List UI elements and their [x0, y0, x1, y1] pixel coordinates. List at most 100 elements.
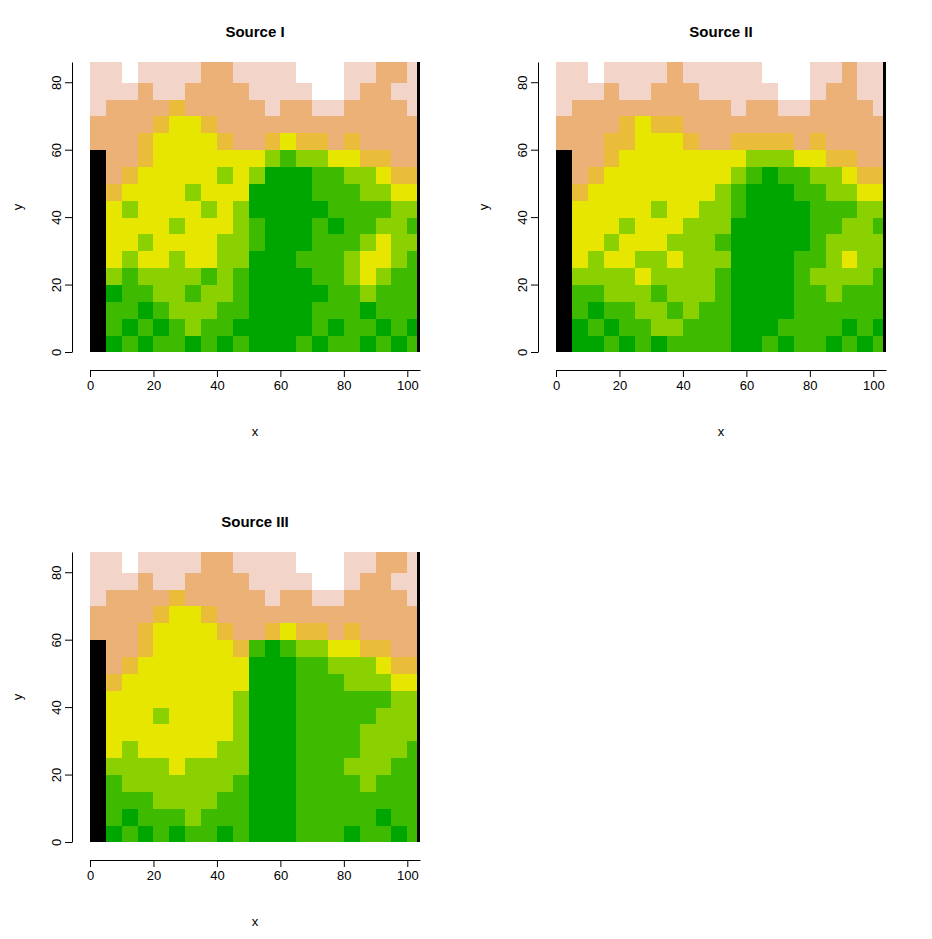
- cell: [746, 285, 762, 302]
- cell: [233, 673, 249, 690]
- tick-label: 60: [49, 143, 64, 157]
- cell: [873, 183, 883, 200]
- cell: [201, 167, 217, 184]
- cell: [667, 285, 683, 302]
- cell: [217, 116, 233, 133]
- cell: [217, 234, 233, 251]
- y-axis: 020406080: [49, 63, 73, 357]
- cell: [407, 791, 417, 808]
- cell: [778, 200, 794, 217]
- tick: 20: [613, 370, 627, 393]
- cell: [391, 234, 407, 251]
- cell: [280, 724, 296, 741]
- cell: [90, 200, 106, 217]
- cell: [138, 724, 154, 741]
- cell: [201, 825, 217, 842]
- tick-mark: [65, 842, 72, 843]
- cell: [731, 200, 747, 217]
- cell: [762, 251, 778, 268]
- cell: [280, 234, 296, 251]
- y-axis: 020406080: [515, 63, 539, 357]
- tick: 20: [49, 768, 72, 782]
- cell: [360, 707, 376, 724]
- cell: [842, 251, 858, 268]
- cell: [169, 133, 185, 150]
- cell: [746, 82, 762, 99]
- cell: [185, 217, 201, 234]
- cell: [556, 133, 572, 150]
- tick-label: 0: [49, 839, 64, 846]
- cell: [138, 234, 154, 251]
- cell: [762, 335, 778, 352]
- cell: [217, 183, 233, 200]
- cell: [249, 623, 265, 640]
- cell: [201, 791, 217, 808]
- cell: [201, 234, 217, 251]
- cell: [376, 116, 392, 133]
- cell: [90, 167, 106, 184]
- tick: 20: [147, 860, 161, 883]
- cell: [360, 589, 376, 606]
- cell: [138, 150, 154, 167]
- cell: [715, 301, 731, 318]
- cell: [249, 99, 265, 116]
- tick-mark: [531, 285, 538, 286]
- cell: [249, 552, 265, 573]
- cell: [153, 268, 169, 285]
- cell: [217, 825, 233, 842]
- cell: [233, 825, 249, 842]
- cell: [296, 234, 312, 251]
- cell: [842, 150, 858, 167]
- cell: [826, 150, 842, 167]
- cell: [810, 133, 826, 150]
- tick-label: 60: [49, 633, 64, 647]
- cell: [794, 234, 810, 251]
- cells: [90, 552, 420, 842]
- cell: [233, 150, 249, 167]
- cell: [280, 640, 296, 657]
- cell: [296, 133, 312, 150]
- cell: [153, 741, 169, 758]
- cell: [417, 217, 420, 234]
- tick-mark: [556, 370, 557, 377]
- cell: [233, 623, 249, 640]
- cell: [217, 690, 233, 707]
- tick: 100: [863, 370, 885, 393]
- tick-label: 80: [49, 565, 64, 579]
- axis-line: [91, 860, 421, 861]
- cell: [683, 217, 699, 234]
- cell: [826, 301, 842, 318]
- cell: [90, 572, 106, 589]
- cell: [391, 116, 407, 133]
- cell: [138, 825, 154, 842]
- cell: [572, 335, 588, 352]
- tick: 60: [49, 633, 72, 647]
- cell: [122, 268, 138, 285]
- cell: [138, 707, 154, 724]
- cell: [417, 335, 420, 352]
- cell: [90, 724, 106, 741]
- cell: [138, 335, 154, 352]
- cell: [883, 268, 886, 285]
- cell: [344, 183, 360, 200]
- cell: [153, 808, 169, 825]
- tick: 0: [49, 349, 72, 356]
- cell: [857, 234, 873, 251]
- cell: [328, 825, 344, 842]
- cell: [873, 301, 883, 318]
- cell: [604, 167, 620, 184]
- cell: [376, 200, 392, 217]
- cell: [344, 791, 360, 808]
- cell: [731, 116, 747, 133]
- tick-mark: [90, 860, 91, 867]
- cell: [391, 707, 407, 724]
- cell: [169, 99, 185, 116]
- cell: [106, 133, 122, 150]
- cell: [344, 200, 360, 217]
- cell: [762, 133, 778, 150]
- cell: [407, 552, 417, 573]
- cell: [635, 116, 651, 133]
- cell: [138, 133, 154, 150]
- cell: [233, 707, 249, 724]
- cell: [249, 335, 265, 352]
